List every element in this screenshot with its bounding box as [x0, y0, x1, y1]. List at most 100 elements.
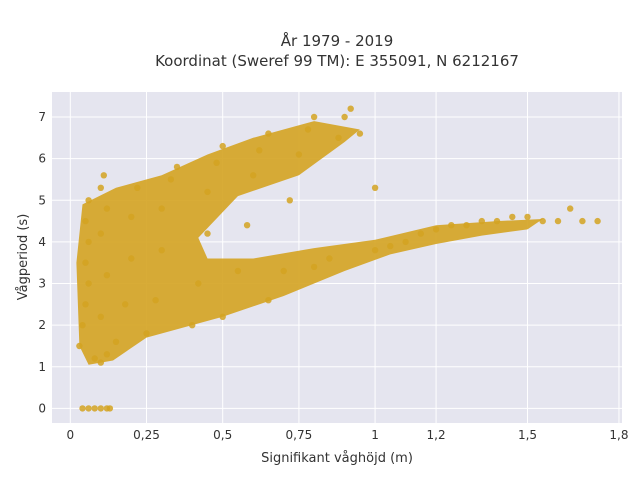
data-point [219, 313, 226, 320]
data-point [335, 134, 342, 141]
data-point [100, 172, 108, 179]
data-point [295, 151, 303, 158]
data-point [97, 359, 105, 366]
data-point [97, 184, 105, 191]
data-point [76, 342, 83, 350]
data-point [286, 197, 293, 204]
data-density-bands [76, 121, 543, 365]
data-point [128, 255, 135, 262]
data-point [341, 113, 348, 121]
data-point [103, 205, 111, 212]
data-point [79, 322, 86, 329]
data-point [509, 213, 516, 221]
data-point [219, 142, 226, 150]
data-point [97, 230, 105, 237]
data-point [134, 184, 141, 191]
data-point [204, 188, 211, 196]
data-point [158, 247, 165, 254]
data-point [250, 172, 257, 179]
x-tick-label: 0 [66, 428, 74, 442]
x-tick-label: 1,5 [518, 428, 537, 442]
y-tick-label: 6 [38, 152, 46, 166]
data-point [310, 113, 318, 121]
data-point [82, 259, 89, 266]
data-point [326, 255, 333, 262]
y-tick-label: 0 [38, 401, 46, 415]
data-point [91, 405, 98, 412]
data-point [234, 267, 242, 275]
y-tick-label: 2 [38, 318, 46, 332]
x-tick-label: 0,5 [213, 428, 232, 442]
data-point [85, 197, 92, 204]
data-point [103, 272, 111, 279]
x-axis-title: Signifikant våghöjd (m) [261, 451, 413, 466]
data-point [143, 330, 150, 337]
data-point [347, 105, 354, 112]
data-point [478, 217, 485, 225]
data-point [265, 297, 272, 304]
data-point [463, 222, 470, 229]
data-point [243, 222, 251, 229]
x-tick-label: 1,8 [609, 428, 628, 442]
data-point [579, 217, 586, 225]
x-tick-label: 1 [371, 428, 379, 442]
x-tick-label: 1,2 [427, 428, 446, 442]
y-axis-ticks: 0 1 2 3 4 5 6 7 [38, 110, 46, 415]
data-point [195, 280, 202, 287]
data-point [79, 405, 86, 412]
y-tick-label: 4 [38, 235, 46, 249]
data-point [356, 130, 364, 137]
data-point [539, 217, 546, 225]
data-point [594, 217, 601, 225]
data-point [432, 226, 440, 233]
y-tick-label: 3 [38, 277, 46, 291]
data-point [82, 217, 89, 225]
data-point [265, 130, 272, 137]
data-points [76, 105, 601, 412]
data-point [152, 297, 159, 304]
data-point [567, 205, 574, 212]
x-tick-label: 0,25 [133, 428, 160, 442]
data-point [82, 301, 89, 308]
data-point [387, 242, 394, 250]
data-point [524, 213, 531, 221]
y-tick-label: 5 [38, 193, 46, 207]
data-point [304, 126, 312, 133]
data-point [371, 184, 379, 191]
data-point [97, 405, 105, 412]
data-point [554, 217, 562, 225]
data-point [204, 230, 211, 237]
data-point [85, 238, 92, 246]
data-point [280, 267, 287, 275]
x-tick-label: 0,75 [286, 428, 313, 442]
data-point [371, 247, 379, 254]
y-tick-label: 1 [38, 360, 46, 374]
data-point [158, 205, 165, 212]
data-point [128, 213, 135, 221]
data-point [85, 405, 92, 412]
data-point [493, 217, 501, 225]
y-axis-title: Vågperiod (s) [16, 214, 31, 301]
data-point [112, 338, 120, 345]
data-point [256, 147, 263, 154]
data-point [448, 222, 455, 229]
data-point [402, 238, 409, 246]
data-point [85, 280, 92, 287]
y-tick-label: 7 [38, 110, 46, 124]
chart-title: År 1979 - 2019 [281, 31, 394, 50]
data-point [122, 301, 129, 308]
data-point [106, 405, 114, 412]
data-point [91, 355, 98, 362]
density-band [76, 121, 543, 365]
data-point [417, 230, 424, 237]
data-point [103, 351, 111, 358]
x-axis-ticks: 0 0,25 0,5 0,75 1 1,2 1,5 1,8 [66, 428, 628, 442]
data-point [310, 263, 318, 271]
data-point [189, 322, 196, 329]
data-point [213, 159, 220, 166]
data-point [97, 313, 105, 320]
chart-subtitle: Koordinat (Sweref 99 TM): E 355091, N 62… [155, 52, 519, 70]
data-point [173, 163, 181, 171]
